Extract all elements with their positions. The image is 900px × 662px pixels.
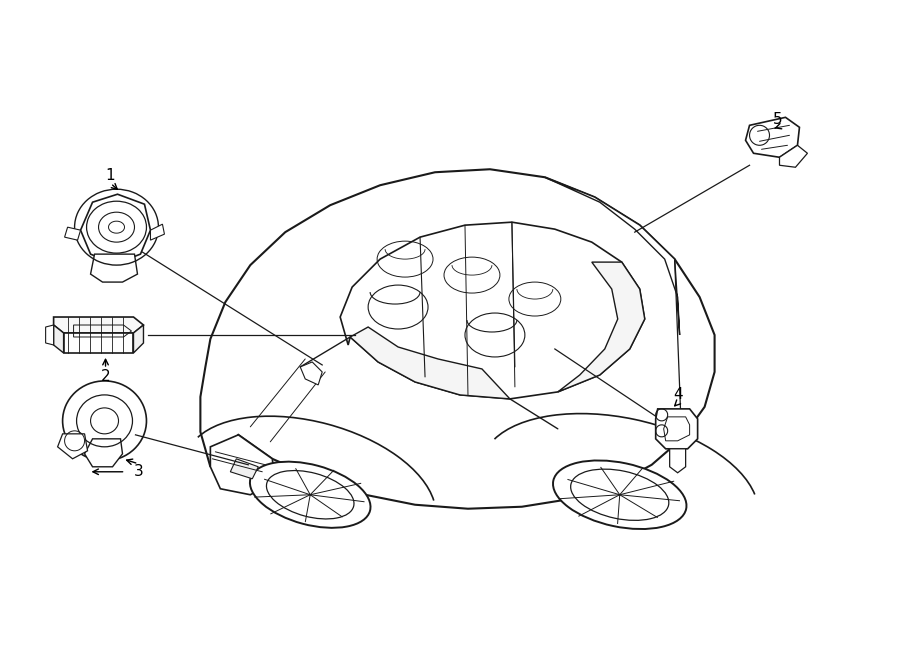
Polygon shape xyxy=(54,325,64,353)
Ellipse shape xyxy=(553,461,687,529)
Text: 5: 5 xyxy=(773,112,782,127)
Polygon shape xyxy=(150,224,165,240)
Polygon shape xyxy=(670,449,686,473)
Polygon shape xyxy=(230,459,258,479)
Polygon shape xyxy=(544,177,680,335)
Polygon shape xyxy=(301,362,322,385)
Polygon shape xyxy=(779,145,807,167)
Text: 1: 1 xyxy=(105,167,115,183)
Polygon shape xyxy=(54,317,143,333)
Polygon shape xyxy=(745,117,799,158)
Text: 2: 2 xyxy=(101,369,111,385)
Polygon shape xyxy=(211,435,275,495)
Polygon shape xyxy=(81,194,150,264)
Text: 4: 4 xyxy=(673,387,682,402)
Polygon shape xyxy=(46,325,54,345)
Polygon shape xyxy=(558,262,644,392)
Polygon shape xyxy=(133,325,143,353)
Polygon shape xyxy=(85,439,122,467)
Polygon shape xyxy=(58,434,87,459)
Polygon shape xyxy=(91,254,138,282)
Polygon shape xyxy=(350,327,510,399)
Polygon shape xyxy=(64,333,133,353)
Ellipse shape xyxy=(250,461,371,528)
Ellipse shape xyxy=(266,471,354,519)
Polygon shape xyxy=(201,169,715,508)
Polygon shape xyxy=(65,227,81,240)
Ellipse shape xyxy=(571,469,669,520)
Polygon shape xyxy=(340,222,644,399)
Polygon shape xyxy=(656,409,698,449)
Text: 3: 3 xyxy=(133,464,143,479)
